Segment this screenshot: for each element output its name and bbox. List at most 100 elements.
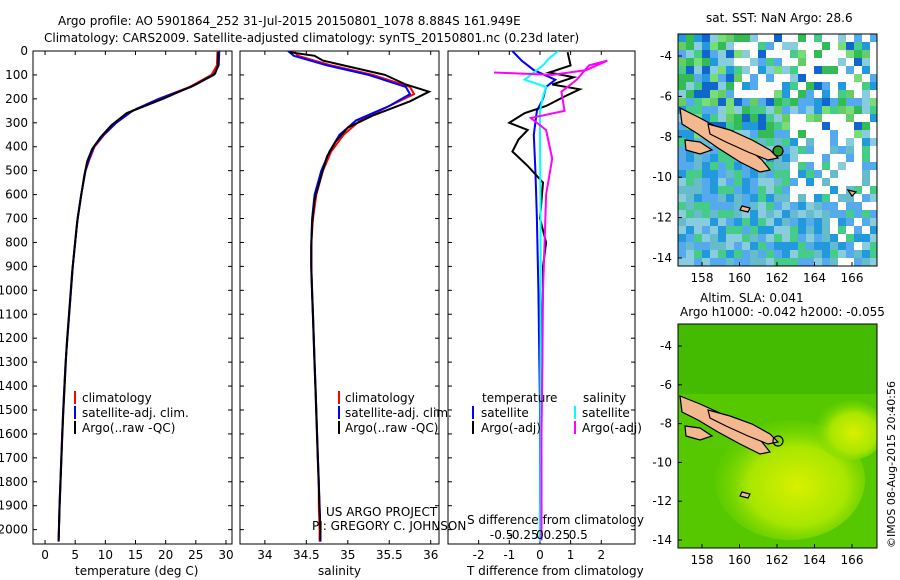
sst-cell bbox=[710, 162, 718, 170]
sst-cell bbox=[750, 66, 758, 74]
depth-tick-label: 1300 bbox=[0, 355, 28, 369]
sst-cell bbox=[838, 170, 846, 178]
sst-cell bbox=[782, 34, 790, 42]
sst-cell bbox=[854, 194, 862, 202]
sst-cell bbox=[758, 42, 766, 50]
sst-cell bbox=[806, 242, 814, 250]
sst-cell bbox=[798, 186, 806, 194]
sst-cell bbox=[862, 50, 870, 58]
sst-cell bbox=[838, 250, 846, 258]
sst-cell bbox=[846, 234, 854, 242]
sst-cell bbox=[750, 42, 758, 50]
x-tick-label: 5 bbox=[71, 548, 79, 562]
sst-cell bbox=[846, 82, 854, 90]
depth-tick-label: 1900 bbox=[0, 499, 28, 513]
sst-cell bbox=[822, 50, 830, 58]
sst-cell bbox=[830, 202, 838, 210]
sst-cell bbox=[790, 34, 798, 42]
sst-cell bbox=[766, 122, 774, 130]
sst-cell bbox=[822, 82, 830, 90]
sst-cell bbox=[686, 170, 694, 178]
sst-cell bbox=[766, 234, 774, 242]
sst-cell bbox=[798, 258, 806, 266]
sst-cell bbox=[862, 154, 870, 162]
sst-cell bbox=[686, 58, 694, 66]
sst-cell bbox=[694, 194, 702, 202]
sst-cell bbox=[734, 42, 742, 50]
sst-cell bbox=[718, 218, 726, 226]
sst-cell bbox=[846, 178, 854, 186]
sst-cell bbox=[702, 178, 710, 186]
sst-cell bbox=[710, 186, 718, 194]
sst-cell bbox=[726, 186, 734, 194]
sst-cell bbox=[774, 34, 782, 42]
sst-cell bbox=[678, 58, 686, 66]
sst-cell bbox=[798, 50, 806, 58]
sst-cell bbox=[774, 98, 782, 106]
sst-cell bbox=[798, 66, 806, 74]
sst-cell bbox=[870, 250, 877, 258]
x-tick-label: 34 bbox=[257, 548, 272, 562]
sst-cell bbox=[678, 170, 686, 178]
sst-cell bbox=[758, 66, 766, 74]
sst-cell bbox=[774, 258, 782, 266]
sst-cell bbox=[862, 250, 870, 258]
sst-cell bbox=[782, 98, 790, 106]
sst-cell bbox=[854, 138, 862, 146]
sst-cell bbox=[710, 154, 718, 162]
sst-cell bbox=[766, 210, 774, 218]
series-line-s-argo-adj- bbox=[493, 59, 608, 541]
sst-cell bbox=[718, 226, 726, 234]
sst-cell bbox=[806, 82, 814, 90]
legend-argo-2: Argo(..raw -QC) bbox=[345, 421, 438, 435]
sst-cell bbox=[742, 186, 750, 194]
series-line-satellite-adj-clim- bbox=[57, 51, 221, 542]
sst-cell bbox=[838, 162, 846, 170]
sst-cell bbox=[734, 106, 742, 114]
sst-cell bbox=[846, 258, 854, 266]
sst-cell bbox=[726, 122, 734, 130]
sst-cell bbox=[814, 58, 822, 66]
sst-cell bbox=[694, 42, 702, 50]
sst-cell bbox=[686, 250, 694, 258]
sst-cell bbox=[702, 90, 710, 98]
sst-cell bbox=[678, 82, 686, 90]
depth-tick-label: 100 bbox=[5, 68, 28, 82]
sst-cell bbox=[846, 34, 854, 42]
sst-cell bbox=[686, 186, 694, 194]
sst-cell bbox=[734, 122, 742, 130]
sst-cell bbox=[782, 258, 790, 266]
sst-cell bbox=[694, 66, 702, 74]
sst-cell bbox=[702, 138, 710, 146]
sst-cell bbox=[750, 226, 758, 234]
sst-cell bbox=[862, 130, 870, 138]
sst-cell bbox=[798, 146, 806, 154]
temperature-legend: climatology satellite-adj. clim. Argo(..… bbox=[74, 391, 189, 435]
sst-cell bbox=[686, 154, 694, 162]
series-line-t-argo-adj- bbox=[507, 51, 584, 541]
sst-cell bbox=[718, 66, 726, 74]
sst-cell bbox=[790, 226, 798, 234]
sst-cell bbox=[822, 162, 830, 170]
sst-cell bbox=[814, 74, 822, 82]
sst-cell bbox=[774, 170, 782, 178]
sst-cell bbox=[718, 58, 726, 66]
sst-cell bbox=[846, 250, 854, 258]
series-line-argo-raw-qc- bbox=[57, 52, 220, 541]
legend-temperature-title: temperature bbox=[482, 391, 557, 405]
sst-cell bbox=[758, 90, 766, 98]
sst-cell bbox=[774, 226, 782, 234]
sst-cell bbox=[710, 74, 718, 82]
sst-cell bbox=[702, 170, 710, 178]
sst-cell bbox=[846, 194, 854, 202]
sst-cell bbox=[830, 186, 838, 194]
depth-tick-label: 1200 bbox=[0, 331, 28, 345]
sst-cell bbox=[798, 58, 806, 66]
map-x-tick-label: 164 bbox=[803, 271, 826, 285]
sla-title-1: Altim. SLA: 0.041 bbox=[700, 291, 804, 305]
sst-cell bbox=[718, 122, 726, 130]
sst-cell bbox=[766, 162, 774, 170]
sst-cell bbox=[686, 106, 694, 114]
sst-cell bbox=[734, 202, 742, 210]
sst-cell bbox=[870, 186, 877, 194]
